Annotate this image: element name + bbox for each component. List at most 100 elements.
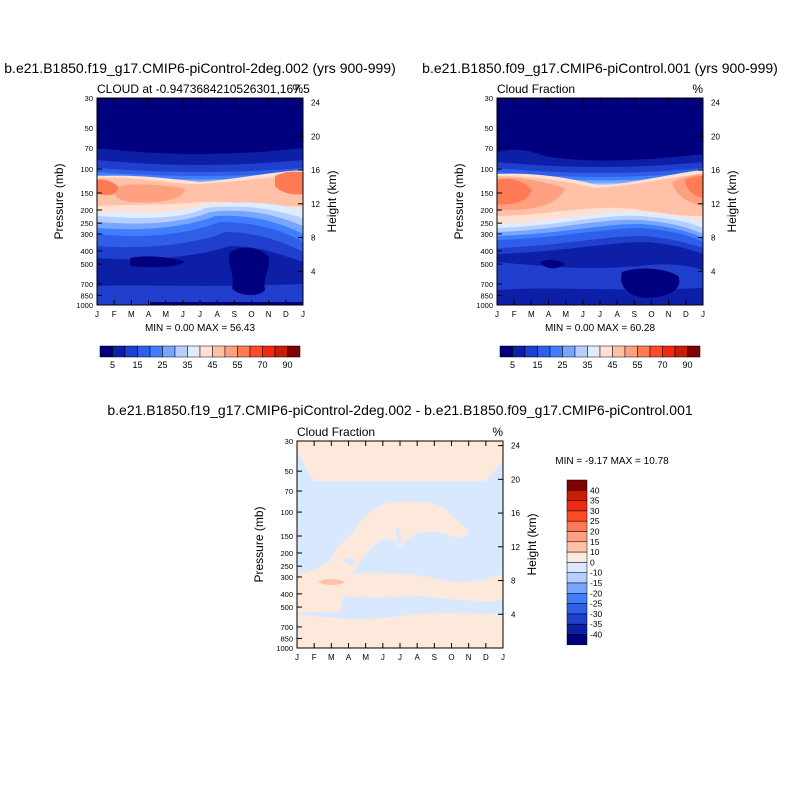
colorbar-label: 35: [582, 360, 592, 370]
y-tick-label: 300: [280, 573, 293, 582]
y-tick-label: 30: [485, 94, 493, 103]
panel-3-min-label: MIN =: [555, 456, 582, 467]
y-right-tick-label: 4: [311, 267, 316, 276]
panel-2-colorbar: 5 15 25 35 45 55 70 90: [499, 345, 701, 370]
x-tick-label: N: [266, 310, 272, 319]
colorbar-box: [566, 531, 588, 543]
x-tick-label: A: [214, 310, 220, 319]
panel-3-minmax: MIN = -9.17 MAX = 10.78: [555, 456, 669, 467]
y-right-tick-label: 16: [711, 166, 720, 175]
colorbar-box: [566, 572, 588, 584]
colorbar-label: 55: [232, 360, 242, 370]
panel-2-axes: J F M A M J J A S O N D J 30 50 70 100 150 200 250 300 400 500…: [452, 94, 739, 319]
colorbar-label: 20: [590, 527, 600, 537]
x-tick-label: O: [648, 310, 654, 319]
colorbar-label: 40: [590, 485, 600, 495]
y-tick-label: 700: [480, 280, 493, 289]
colorbar-box: [587, 345, 601, 358]
y-tick-label: 150: [280, 532, 293, 541]
y-right-tick-label: 20: [511, 475, 520, 484]
colorbar-label: 70: [257, 360, 267, 370]
x-tick-label: J: [501, 653, 505, 662]
x-tick-label: F: [312, 653, 317, 662]
y-tick-label: 200: [80, 206, 93, 215]
panel-3-max-value: 10.78: [644, 456, 669, 467]
y-tick-label: 250: [280, 562, 293, 571]
y-tick-label: 850: [480, 291, 493, 300]
panel-1-contour-field: [97, 98, 303, 305]
y-axis-title: Pressure (mb): [452, 163, 466, 239]
colorbar-box: [566, 562, 588, 573]
x-tick-label: J: [301, 310, 305, 319]
panel-1-min-value: 0.00: [175, 323, 195, 334]
colorbar-label: 0: [590, 557, 595, 567]
colorbar-box: [112, 345, 126, 358]
y-axis-title: Pressure (mb): [252, 506, 266, 582]
colorbar-label: 90: [282, 360, 292, 370]
x-tick-label: J: [181, 310, 185, 319]
y-right-tick-label: 4: [511, 610, 516, 619]
y-right-axis-title: Height (km): [525, 513, 539, 575]
colorbar-box: [662, 345, 676, 358]
colorbar-box: [124, 345, 138, 358]
x-tick-label: O: [248, 310, 254, 319]
colorbar-box: [566, 490, 588, 501]
colorbar-box: [549, 345, 563, 358]
y-tick-label: 70: [85, 144, 93, 153]
colorbar-box: [637, 345, 651, 358]
x-tick-label: N: [666, 310, 672, 319]
y-tick-label: 50: [285, 467, 293, 476]
y-tick-label: 150: [80, 189, 93, 198]
y-tick-label: 100: [480, 165, 493, 174]
y-tick-label: 400: [280, 590, 293, 599]
x-tick-label: J: [598, 310, 602, 319]
colorbar-label: -25: [590, 599, 603, 609]
colorbar-box: [687, 345, 701, 358]
x-tick-label: M: [162, 310, 169, 319]
colorbar-label: -40: [590, 630, 603, 640]
y-right-tick-label: 8: [711, 234, 716, 243]
y-right-tick-label: 12: [311, 200, 320, 209]
panel-3-contour-field: [297, 441, 503, 648]
panel-1-units: %: [292, 82, 303, 96]
y-tick-label: 250: [480, 219, 493, 228]
colorbar-box: [566, 582, 588, 594]
colorbar-label: 15: [132, 360, 142, 370]
y-right-tick-label: 16: [311, 166, 320, 175]
y-tick-label: 400: [80, 247, 93, 256]
colorbar-box: [524, 345, 538, 358]
colorbar-box: [512, 345, 526, 358]
y-tick-label: 30: [285, 437, 293, 446]
y-tick-label: 850: [280, 634, 293, 643]
x-tick-label: D: [683, 310, 689, 319]
y-tick-label: 500: [480, 260, 493, 269]
colorbar-box: [649, 345, 663, 358]
colorbar-box: [537, 345, 551, 358]
x-tick-label: J: [398, 653, 402, 662]
x-tick-label: J: [95, 310, 99, 319]
panel-2-left-string: Cloud Fraction: [497, 82, 575, 96]
colorbar-label: 10: [590, 547, 600, 557]
x-tick-label: A: [546, 310, 552, 319]
colorbar-label: -10: [590, 568, 603, 578]
colorbar-label: 5: [110, 360, 115, 370]
colorbar-box: [612, 345, 626, 358]
colorbar-label: 45: [607, 360, 617, 370]
colorbar-box: [566, 541, 588, 553]
panel-1-colorbar: 5 15 25 35 45 55 70 90: [99, 345, 301, 370]
colorbar-box: [99, 345, 113, 358]
x-tick-label: F: [512, 310, 517, 319]
x-tick-label: A: [614, 310, 620, 319]
panel-3-max-label: MAX =: [611, 456, 641, 467]
x-tick-label: D: [283, 310, 289, 319]
panel-1-max-label: MAX =: [197, 323, 227, 334]
y-right-axis-title: Height (km): [325, 170, 339, 232]
panel-1-left-string: CLOUD at -0.9473684210526301,167.5: [97, 82, 310, 96]
x-tick-label: M: [362, 653, 369, 662]
panel-1: b.e21.B1850.f19_g17.CMIP6-piControl-2deg…: [4, 60, 395, 370]
y-right-tick-label: 24: [311, 99, 320, 108]
y-right-tick-label: 24: [711, 99, 720, 108]
colorbar-box: [162, 345, 176, 358]
panel-2-minmax: MIN = 0.00 MAX = 60.28: [545, 323, 656, 334]
x-tick-label: J: [198, 310, 202, 319]
